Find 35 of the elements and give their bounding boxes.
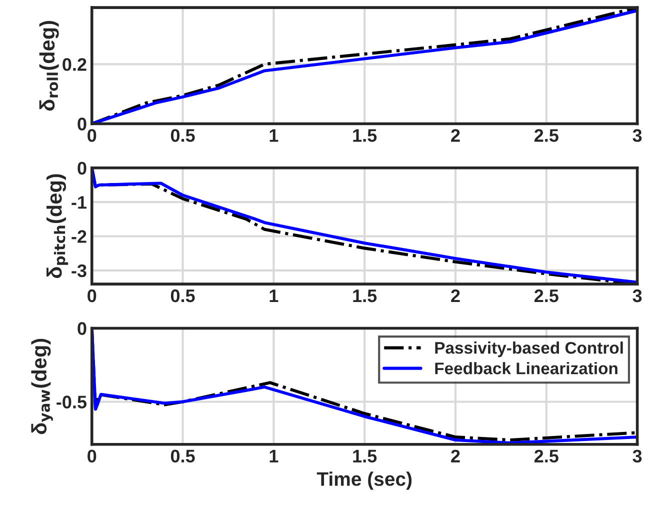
x-tick-label: 2 [451, 129, 460, 142]
x-tick-label: 2.5 [534, 289, 558, 302]
y-tick-label: 0 [78, 322, 86, 335]
y-tick-label: -1 [72, 196, 87, 209]
x-tick-label: 2 [451, 450, 460, 462]
x-tick-label: 1 [270, 450, 278, 462]
x-tick-label: 3 [632, 450, 642, 463]
x-tick-label: 1.5 [353, 129, 377, 142]
x-tick-label: 0 [88, 289, 96, 302]
y-axis-title: δ$_{pitch}$(deg) [46, 174, 68, 278]
x-tick-label: 1 [270, 129, 278, 142]
x-tick-label: 0 [88, 129, 96, 142]
x-tick-label: 0.5 [170, 129, 195, 142]
x-tick-label: 0 [88, 450, 96, 463]
y-tick-label: 0.2 [62, 58, 86, 71]
y-tick-label: 0 [78, 162, 86, 175]
x-tick-label: 0.5 [170, 289, 195, 302]
y-tick-label: 0 [78, 118, 86, 130]
y-tick-label: -2 [72, 230, 86, 243]
x-axis-title: Time (sec) [316, 472, 412, 490]
y-axis-title: δ$_{yaw}$(deg) [31, 338, 53, 434]
x-tick-label: 3 [632, 289, 642, 302]
x-tick-label: 2.5 [534, 129, 558, 142]
x-tick-label: 3 [632, 129, 642, 142]
x-tick-label: 2.5 [534, 450, 558, 463]
x-tick-label: 1.5 [353, 290, 377, 302]
x-tick-label: 2 [451, 289, 460, 302]
x-tick-label: 1.5 [353, 450, 377, 463]
x-tick-label: 0.5 [170, 450, 195, 463]
y-axis-title: δ$_{roll}$(deg) [39, 21, 59, 111]
legend-label: Feedback Linearization [435, 362, 618, 374]
y-tick-label: -0.5 [56, 396, 87, 408]
y-tick-label: -3 [72, 264, 86, 278]
x-tick-label: 1 [270, 290, 278, 302]
legend-label: Passivity-based Control [435, 342, 623, 358]
